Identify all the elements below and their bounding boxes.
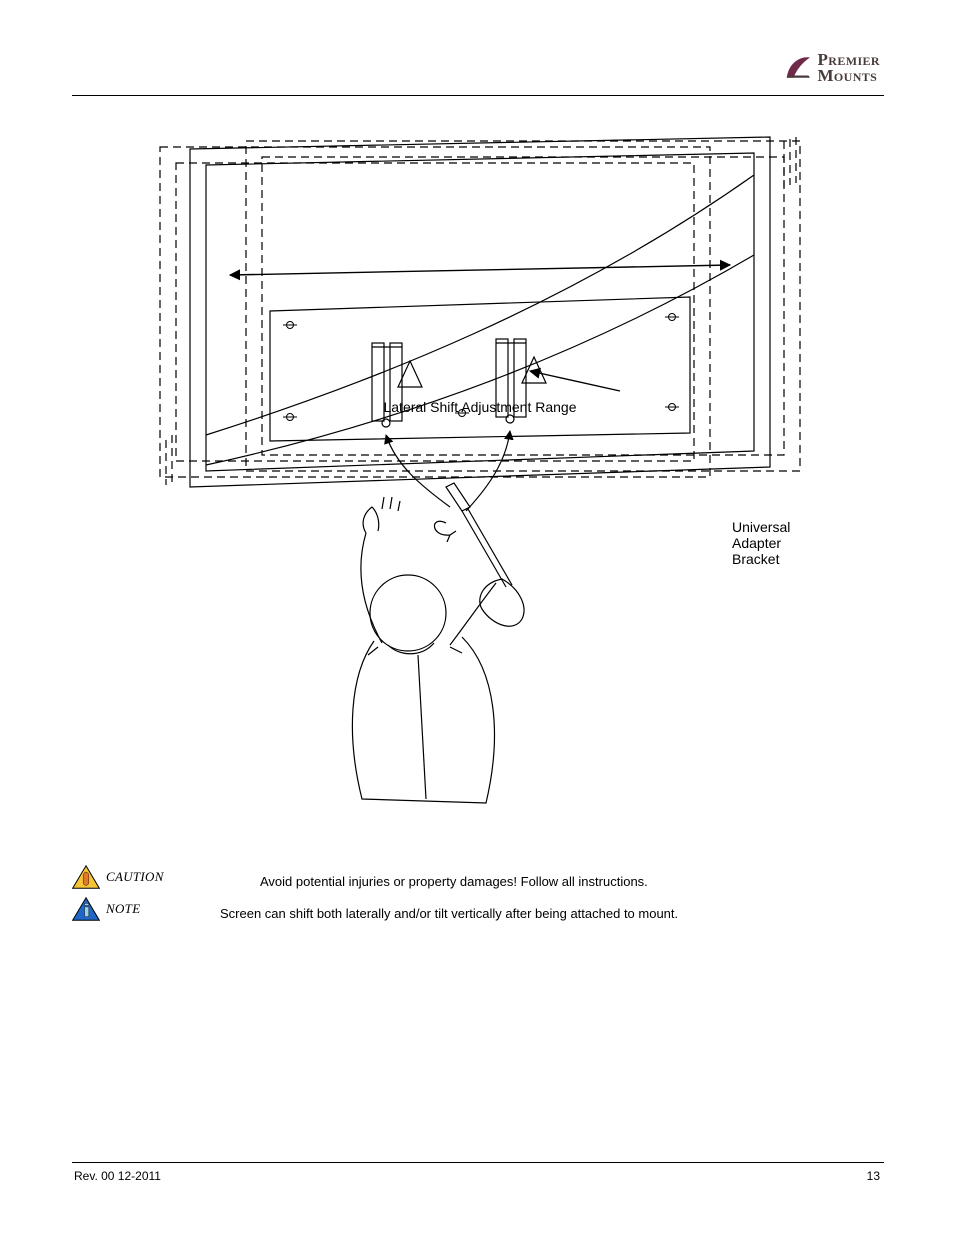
installation-figure: Lateral Shift Adjustment Range Universal… xyxy=(150,135,810,855)
note-icon xyxy=(72,897,100,921)
figure-svg xyxy=(150,135,810,855)
caution-text: Avoid potential injuries or property dam… xyxy=(260,874,648,889)
caution-row: CAUTION xyxy=(72,862,164,892)
rule-bottom xyxy=(72,1162,884,1163)
brand-line2: Mounts xyxy=(817,68,880,84)
brand-name: Premier Mounts xyxy=(817,52,880,84)
note-label: NOTE xyxy=(106,901,140,917)
callout-block: CAUTION NOTE xyxy=(72,862,164,924)
document-page: Premier Mounts xyxy=(0,0,954,1235)
caution-icon xyxy=(72,865,100,889)
note-text: Screen can shift both laterally and/or t… xyxy=(220,906,678,921)
footer-page: 13 xyxy=(867,1169,880,1183)
brand-logo: Premier Mounts xyxy=(783,52,880,84)
lateral-shift-label: Lateral Shift Adjustment Range xyxy=(340,399,620,415)
caution-label: CAUTION xyxy=(106,869,164,885)
brand-mark-icon xyxy=(783,53,813,83)
adapter-bracket-label: Universal Adapter Bracket xyxy=(732,519,810,567)
note-row: NOTE xyxy=(72,894,164,924)
footer-revision: Rev. 00 12-2011 xyxy=(74,1169,161,1183)
rule-top xyxy=(72,95,884,96)
